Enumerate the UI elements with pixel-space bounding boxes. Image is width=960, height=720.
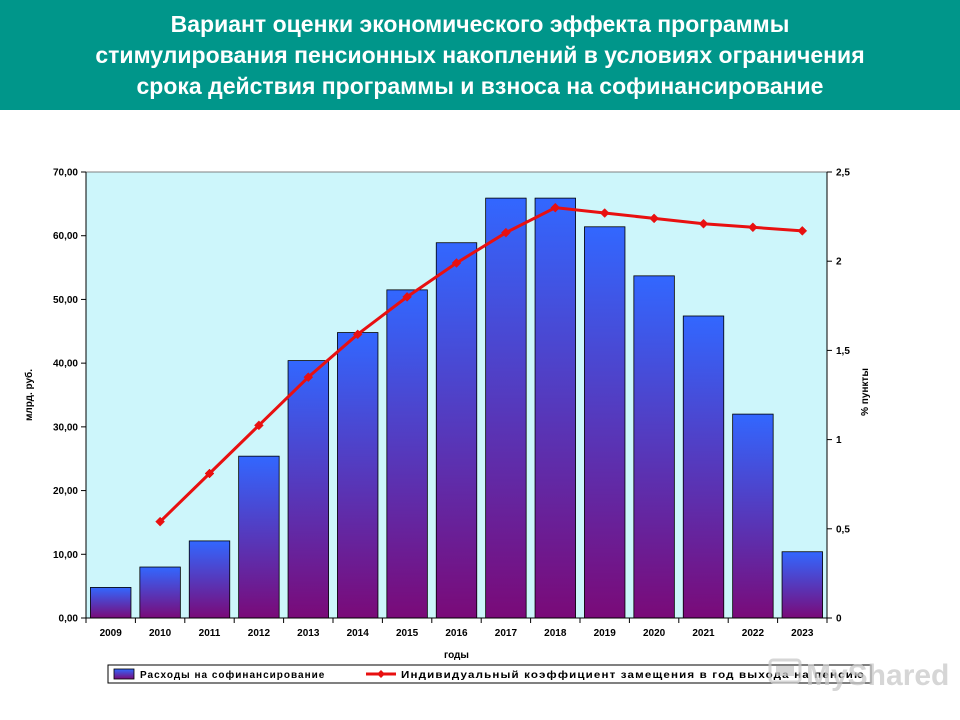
line-point-2017	[501, 227, 511, 238]
line-point-2013	[303, 372, 314, 383]
legend-line-marker	[377, 670, 385, 678]
bar-2013	[287, 360, 329, 619]
line-point-2018	[550, 202, 561, 213]
y2-tick-label: 1,5	[836, 346, 850, 357]
y-tick-label: 50,00	[53, 295, 78, 306]
coefficient-line	[159, 206, 803, 523]
y-tick-label: 60,00	[53, 231, 78, 242]
bar-2023	[781, 551, 823, 619]
title-banner: Вариант оценки экономического эффекта пр…	[0, 0, 960, 110]
bar-2019	[584, 226, 626, 619]
x-tick-label: 2022	[742, 628, 765, 639]
line-point-2020	[649, 213, 659, 224]
title-line-1: Вариант оценки экономического эффекта пр…	[170, 10, 790, 37]
bar-2010	[139, 566, 181, 619]
x-tick-label: 2012	[248, 628, 271, 639]
title-line-2: стимулирования пенсионных накоплений в у…	[95, 41, 865, 68]
x-tick-label: 2011	[199, 628, 221, 639]
watermark-icon-screen	[776, 666, 794, 676]
x-tick-label: 2013	[297, 628, 320, 639]
watermark-icon	[768, 658, 802, 684]
y-tick-label: 20,00	[53, 486, 78, 497]
line-point-2014	[352, 329, 363, 340]
y2-axis-title: % пункты	[860, 368, 871, 416]
y2-tick-label: 1	[836, 435, 842, 446]
page-title: Вариант оценки экономического эффекта пр…	[15, 9, 945, 102]
legend-box	[107, 664, 872, 684]
y2-tick-label: 0	[836, 614, 842, 625]
line-point-2011	[204, 468, 215, 479]
x-tick-label: 2009	[100, 628, 123, 639]
bar-2009	[90, 587, 132, 619]
x-tick-label: 2018	[544, 628, 567, 639]
y2-tick-label: 2,5	[836, 168, 850, 179]
x-tick-label: 2014	[347, 628, 370, 639]
bar-2015	[386, 289, 428, 619]
x-axis-title: годы	[444, 650, 469, 661]
legend: Расходы на софинансирование Индивидуальны…	[107, 664, 872, 684]
bar-2012	[238, 455, 280, 619]
line-point-2012	[254, 420, 264, 431]
y2-tick-label: 0,5	[836, 524, 850, 535]
y2-tick-label: 2	[836, 257, 842, 268]
line-point-2021	[698, 218, 709, 229]
x-tick-label: 2010	[149, 628, 172, 639]
line-series	[155, 202, 808, 527]
y-tick-label: 70,00	[53, 168, 78, 179]
x-tick-label: 2021	[692, 628, 715, 639]
legend-line-label: Индивидуальный коэффициент замещения в г…	[401, 669, 865, 681]
watermark-text: MyShared	[806, 659, 949, 692]
bar-2022	[732, 413, 774, 619]
y-tick-label: 0,00	[59, 614, 79, 625]
line-point-2022	[748, 222, 758, 233]
x-tick-label: 2020	[643, 628, 666, 639]
bar-2017	[485, 197, 527, 619]
legend-bar-swatch	[113, 668, 135, 680]
y-tick-label: 30,00	[53, 422, 78, 433]
bar-2018	[534, 197, 576, 619]
watermark: MyShared	[768, 658, 949, 692]
y-tick-label: 10,00	[53, 550, 78, 561]
axes: 0,00 10,00 20,00 30,00 40,00 50,00 60,00 70,00 0…	[23, 168, 871, 662]
line-point-2023	[797, 226, 808, 236]
x-tick-label: 2019	[594, 628, 617, 639]
bar-2020	[633, 275, 675, 619]
legend-bar-label: Расходы на софинансирование	[140, 669, 325, 681]
line-point-2019	[599, 208, 610, 218]
y-axis-title: млрд. руб.	[23, 369, 35, 421]
bar-2014	[337, 332, 379, 619]
line-point-2016	[451, 258, 462, 268]
bar-2021	[682, 315, 725, 619]
bar-2011	[188, 540, 231, 619]
x-tick-label: 2023	[791, 628, 814, 639]
x-tick-label: 2017	[495, 628, 518, 639]
x-tick-label: 2015	[396, 628, 419, 639]
title-line-3: срока действия программы и взноса на соф…	[136, 72, 824, 99]
y-tick-label: 40,00	[53, 359, 78, 370]
bars	[90, 197, 823, 619]
line-point-2010	[155, 516, 165, 527]
bar-2016	[435, 242, 478, 619]
line-point-2015	[402, 292, 412, 302]
x-tick-label: 2016	[445, 628, 468, 639]
